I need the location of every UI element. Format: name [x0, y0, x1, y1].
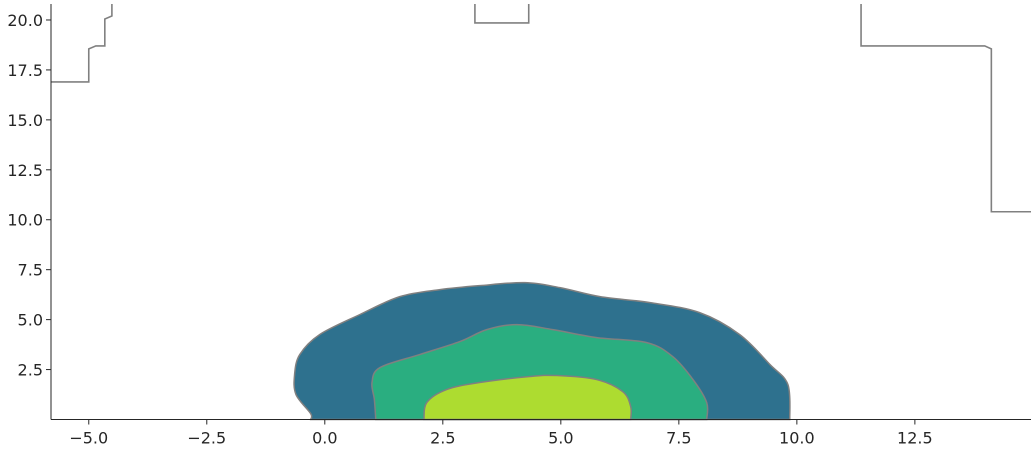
- x-tick-label: 10.0: [779, 429, 815, 448]
- y-tick-label: 2.5: [18, 361, 43, 380]
- y-tick-label: 17.5: [7, 61, 43, 80]
- x-axis-ticks: −5.0 −2.5 0.0 2.5 5.0 7.5 10.0 12.5: [69, 419, 933, 448]
- x-tick-label: 7.5: [666, 429, 691, 448]
- step-line-segment-1: [474, 4, 530, 24]
- contour-fills: [293, 281, 791, 421]
- y-axis-ticks: 2.5 5.0 7.5 10.0 12.5 15.0 17.5 20.0: [7, 11, 51, 380]
- y-tick-label: 5.0: [18, 311, 43, 330]
- y-tick-label: 15.0: [7, 111, 43, 130]
- step-lines: [51, 4, 1031, 213]
- step-line-segment-0: [51, 4, 113, 83]
- y-tick-label: 12.5: [7, 161, 43, 180]
- x-tick-label: −2.5: [187, 429, 226, 448]
- x-tick-label: 0.0: [312, 429, 337, 448]
- x-tick-label: 2.5: [430, 429, 455, 448]
- contour-inner: [423, 374, 633, 421]
- y-tick-label: 20.0: [7, 11, 43, 30]
- y-tick-label: 10.0: [7, 211, 43, 230]
- x-tick-label: 5.0: [548, 429, 573, 448]
- y-tick-label: 7.5: [18, 261, 43, 280]
- step-line-segment-2: [860, 4, 1031, 213]
- x-tick-label: 12.5: [897, 429, 933, 448]
- x-tick-label: −5.0: [69, 429, 108, 448]
